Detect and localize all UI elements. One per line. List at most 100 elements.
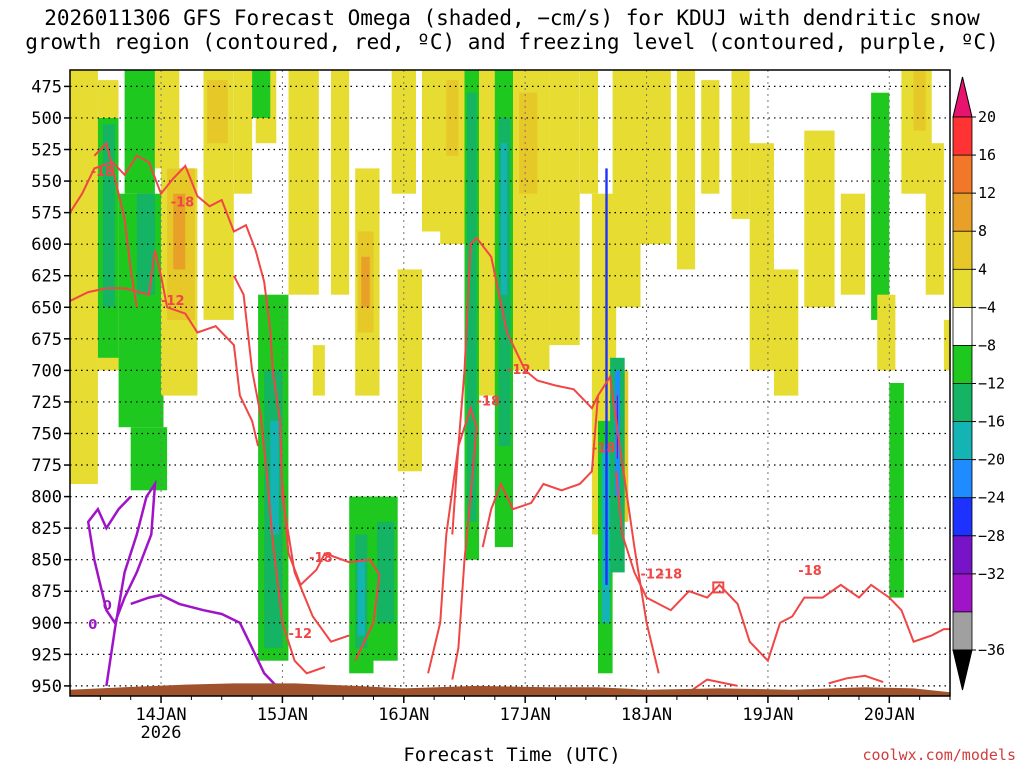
x-tick-label-19JAN: 19JAN [742, 705, 793, 725]
plot-frame [69, 69, 951, 697]
colorbar-top-triangle [952, 76, 973, 118]
omega-cell-51 [612, 70, 641, 308]
colorbar-label-5: −4 [978, 298, 996, 316]
red-contour-10 [93, 141, 138, 308]
omega-cell-62 [804, 130, 835, 308]
colorbar-swatch-4 [952, 268, 973, 309]
colorbar-label-12: −32 [978, 565, 1005, 583]
y-tick-label-600: 600 [31, 235, 62, 255]
colorbar-swatch-10 [952, 497, 973, 537]
y-tick-label-475: 475 [31, 77, 62, 97]
omega-cell-13 [207, 80, 228, 144]
purple-label-0: 0 [88, 618, 97, 633]
y-tick-label-625: 625 [31, 267, 62, 287]
omega-cell-36 [446, 80, 459, 156]
x-axis: 14JAN 15JAN 16JAN 17JAN 18JAN 19JAN 20JAN 2026 [99, 696, 951, 743]
y-tick-label-675: 675 [31, 330, 62, 350]
y-tick-label-725: 725 [31, 393, 62, 413]
colorbar-swatch-12 [952, 573, 973, 613]
omega-cell-57 [676, 70, 696, 270]
y-tick-label-800: 800 [31, 488, 62, 508]
y-tick-label-575: 575 [31, 204, 62, 224]
red-label-9: -18 [659, 568, 683, 583]
y-tick-label-900: 900 [31, 614, 62, 634]
colorbar-label-3: 8 [978, 222, 987, 240]
omega-cell-59 [731, 70, 750, 219]
colorbar-swatch-3 [952, 230, 973, 271]
omega-cell-53 [640, 70, 671, 245]
purple-contour-1 [130, 593, 278, 687]
chart-title: 2026011306 GFS Forecast Omega (shaded, −… [0, 6, 1024, 54]
x-tick-label-18JAN: 18JAN [621, 705, 672, 725]
omega-cell-42 [500, 143, 507, 295]
y-tick-label-650: 650 [31, 298, 62, 318]
omega-cell-45 [549, 70, 580, 346]
y-tick-label-525: 525 [31, 141, 62, 161]
gridlines [70, 70, 950, 696]
title-line-2: growth region (contoured, red, ºC) and f… [25, 30, 999, 54]
title-line-1: 2026011306 GFS Forecast Omega (shaded, −… [44, 6, 980, 30]
y-tick-label-700: 700 [31, 361, 62, 381]
omega-cell-8 [155, 70, 180, 169]
omega-cell-20 [288, 70, 319, 295]
red-contour-2 [233, 275, 326, 675]
red-label-2: -12 [161, 294, 185, 309]
x-tick-label-17JAN: 17JAN [500, 705, 551, 725]
colorbar-label-2: 12 [978, 184, 996, 202]
colorbar-bottom-triangle [952, 649, 973, 691]
omega-cell-68 [925, 143, 944, 295]
colorbar-swatch-6 [952, 344, 973, 385]
red-label-5: -18 [477, 395, 501, 410]
omega-cell-34 [377, 521, 395, 623]
colorbar-label-7: −12 [978, 375, 1005, 393]
y-tick-label-950: 950 [31, 677, 62, 697]
red-label-7: -18 [592, 441, 616, 456]
omega-cell-22 [331, 70, 350, 295]
omega-cell-69 [889, 383, 904, 598]
colorbar-label-9: −20 [978, 451, 1005, 469]
omega-cell-31 [357, 559, 365, 636]
red-label-8: -12 [641, 568, 665, 583]
purple-contour-0 [86, 479, 157, 687]
omega-cell-70 [943, 319, 950, 371]
colorbar-label-11: −28 [978, 527, 1005, 545]
red-contour-7 [615, 471, 950, 663]
colorbar-swatch-7 [952, 383, 973, 423]
colorbar-swatch-1 [952, 154, 973, 195]
x-axis-label: Forecast Time (UTC) [403, 744, 621, 766]
omega-cell-50 [605, 168, 608, 585]
colorbar-label-4: 4 [978, 260, 987, 278]
colorbar-swatch-5 [952, 306, 973, 347]
colorbar: 20 16 12 8 4 −4 −8 −12 −16 −20 −24 −28 −32 −36 [952, 76, 1005, 691]
omega-cell-7 [136, 193, 155, 295]
omega-cell-65 [877, 294, 896, 371]
colorbar-swatch-0 [952, 116, 973, 156]
y-tick-label-550: 550 [31, 172, 62, 192]
omega-cell-0 [70, 70, 98, 484]
colorbar-label-8: −16 [978, 413, 1005, 431]
terrain-ground [70, 683, 950, 696]
red-label-1: -18 [171, 195, 195, 210]
colorbar-swatch-11 [952, 535, 973, 575]
omega-cell-11 [173, 193, 186, 270]
omega-cell-44 [519, 92, 538, 194]
temperature-contours [70, 141, 950, 694]
omega-cell-63 [840, 193, 866, 295]
y-tick-label-750: 750 [31, 424, 62, 444]
omega-cell-16 [252, 70, 271, 118]
x-tick-label-20JAN: 20JAN [864, 705, 915, 725]
y-tick-label-875: 875 [31, 582, 62, 602]
red-label-3: -12 [289, 627, 313, 642]
omega-cell-61 [774, 269, 799, 396]
red-contour-5 [451, 404, 478, 680]
y-tick-label-825: 825 [31, 519, 62, 539]
red-label-4: -18 [309, 551, 333, 566]
omega-cell-25 [361, 256, 370, 308]
red-contour-4 [427, 236, 660, 674]
red-label-10: -18 [798, 564, 822, 579]
omega-cell-4 [124, 70, 155, 194]
x-tick-label-15JAN: 15JAN [257, 705, 308, 725]
colorbar-label-0: 20 [978, 108, 996, 126]
terrain-fill [70, 683, 950, 696]
